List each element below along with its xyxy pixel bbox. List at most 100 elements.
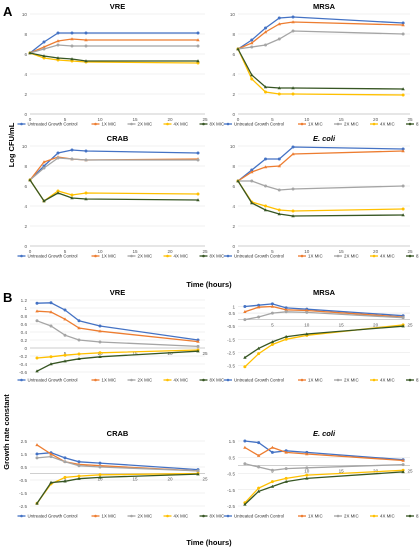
series-line xyxy=(36,473,199,504)
data-point xyxy=(291,92,295,96)
data-point xyxy=(98,355,102,358)
data-point xyxy=(63,479,67,483)
data-point xyxy=(291,15,295,19)
legend-marker xyxy=(202,514,205,518)
series-line xyxy=(29,38,198,54)
legend-marker xyxy=(130,254,133,258)
data-point xyxy=(49,355,53,359)
y-tick-label: -0.2 xyxy=(19,354,27,359)
x-tick-label: 5 xyxy=(64,249,67,254)
x-tick-label: 15 xyxy=(132,117,138,122)
legend-label: Untreated Growth Control xyxy=(234,378,284,383)
data-point xyxy=(84,38,88,42)
data-point xyxy=(263,85,268,89)
data-point xyxy=(401,324,405,328)
x-tick-label: 15 xyxy=(339,323,345,328)
data-point xyxy=(401,21,405,25)
data-point xyxy=(56,56,60,60)
y-tick-label: 10 xyxy=(22,12,28,17)
legend-label: 2X MIC xyxy=(344,514,359,519)
series-line xyxy=(36,350,199,372)
y-tick-label: 0 xyxy=(24,346,27,351)
data-point xyxy=(98,351,102,355)
x-tick-label: 0 xyxy=(29,249,32,254)
data-point xyxy=(263,165,268,169)
legend-marker xyxy=(202,378,205,382)
data-point xyxy=(270,302,274,306)
y-tick-label: 6 xyxy=(24,184,27,189)
data-point xyxy=(42,160,46,164)
legend-marker xyxy=(336,514,340,518)
series-line xyxy=(29,179,199,202)
legend-marker xyxy=(300,514,304,518)
data-point xyxy=(56,58,60,62)
legend-marker xyxy=(300,122,304,126)
legend-marker xyxy=(20,378,23,382)
data-point xyxy=(401,207,405,211)
series-line xyxy=(36,302,199,341)
y-tick-label: 6 xyxy=(232,52,235,57)
x-tick-label: 15 xyxy=(132,249,138,254)
legend-marker xyxy=(372,122,376,126)
data-point xyxy=(305,466,309,470)
data-point xyxy=(401,147,405,151)
y-tick-label: 8 xyxy=(24,164,27,169)
y-tick-label: -2.5 xyxy=(227,350,235,355)
data-point xyxy=(305,476,309,480)
y-tick-label: 8 xyxy=(24,32,27,37)
data-point xyxy=(243,309,247,313)
data-point xyxy=(270,311,274,315)
x-tick-label: 10 xyxy=(97,117,103,122)
series-line xyxy=(244,303,404,317)
x-tick-label: 0 xyxy=(29,117,32,122)
legend-label: 8X MIC xyxy=(210,514,225,519)
data-point xyxy=(77,319,81,323)
data-point xyxy=(243,305,247,309)
x-tick-label: 20 xyxy=(373,249,379,254)
x-tick-label: 20 xyxy=(373,117,379,122)
data-point xyxy=(257,315,261,319)
legend-marker xyxy=(372,378,376,382)
legend-label: 8X MIC xyxy=(416,378,419,383)
data-point xyxy=(196,344,200,348)
x-tick-label: 15 xyxy=(339,249,345,254)
y-tick-label: 10 xyxy=(22,144,28,149)
data-point xyxy=(305,452,309,456)
data-point xyxy=(305,310,309,314)
data-point xyxy=(49,310,53,314)
data-point xyxy=(49,301,53,305)
data-point xyxy=(250,179,254,183)
series-line xyxy=(237,180,404,217)
legend-label: 8X MIC xyxy=(210,254,225,259)
data-point xyxy=(63,359,67,363)
data-point xyxy=(250,201,254,205)
legend-label: 4X MIC xyxy=(174,514,189,519)
legend-label: 4X MIC xyxy=(380,122,395,127)
legend-label: 4X MIC xyxy=(380,378,395,383)
chart-5: MRSA-3.5-2.5-1.5-0.50.515 10 15 20 25Untreat… xyxy=(224,288,419,383)
data-point xyxy=(401,470,405,474)
data-point xyxy=(284,308,288,312)
data-point xyxy=(196,469,200,473)
data-point xyxy=(98,473,102,477)
data-point xyxy=(401,32,405,36)
data-point xyxy=(35,452,39,456)
series-line xyxy=(237,21,404,50)
y-tick-label: 8 xyxy=(232,164,235,169)
x-tick-label: 15 xyxy=(339,468,345,473)
data-point xyxy=(264,43,268,47)
data-point xyxy=(70,196,74,200)
data-point xyxy=(264,90,268,94)
y-tick-label: 0 xyxy=(232,244,235,249)
chart-title: CRAB xyxy=(107,134,129,143)
data-point xyxy=(196,192,200,196)
data-point xyxy=(42,54,46,58)
chart-legend: Untreated Growth Control 1X MIC 2X MIC 4X M… xyxy=(224,122,419,127)
data-point xyxy=(250,73,254,77)
data-point xyxy=(284,334,288,338)
y-tick-label: 4 xyxy=(24,204,27,209)
y-tick-label: 0.4 xyxy=(21,330,28,335)
data-point xyxy=(243,318,247,322)
data-point xyxy=(256,346,261,350)
